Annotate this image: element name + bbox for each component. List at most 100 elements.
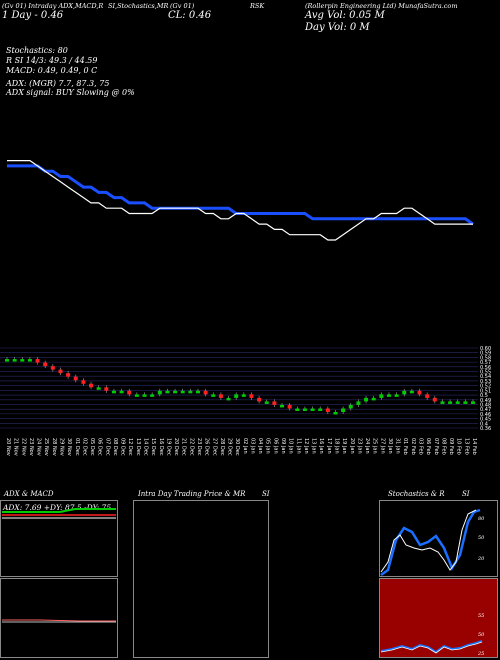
price-tick-label: 0.55 <box>480 370 491 376</box>
candle <box>432 397 437 402</box>
candle-layer <box>5 357 475 415</box>
date-tick-label: 30 Jan <box>387 438 393 454</box>
header-symbol: RSK <box>250 2 265 10</box>
candle <box>27 359 32 362</box>
candle <box>295 408 300 411</box>
price-tick-label: 0.57 <box>480 360 491 366</box>
date-tick-label: 15 Dec <box>150 438 156 456</box>
price-tick-label: 0.47 <box>480 407 491 413</box>
candle <box>165 390 170 394</box>
day-change: 1 Day - 0.46 <box>2 10 64 21</box>
candle <box>35 359 40 363</box>
rsi-readout: R SI 14/3: 49.3 / 44.59 <box>6 56 98 65</box>
date-tick-label: 21 Nov <box>13 438 19 456</box>
price-tick-label: 0.49 <box>480 398 491 404</box>
price-tick-label: 0.48 <box>480 402 491 408</box>
date-tick-label: 26 Dec <box>204 438 210 456</box>
header-company: (Rollerpin Engineering Ltd) MunafaSutra.… <box>305 2 458 10</box>
date-tick-label: 19 Jan <box>341 438 347 454</box>
date-tick-label: 12 Dec <box>127 438 133 456</box>
candle <box>386 394 391 397</box>
price-line <box>7 160 473 241</box>
price-axis-labels: 0.600.590.580.570.560.550.540.530.520.51… <box>480 346 491 432</box>
day-volume: Day Vol: 0 M <box>305 22 370 33</box>
date-tick-label: 10 Jan <box>288 438 294 454</box>
candle <box>211 394 216 397</box>
candle <box>463 401 468 404</box>
candle <box>134 394 139 397</box>
moving-average-line <box>7 164 474 226</box>
adx-panel-readout: ADX: 7.69 +DY: 87.5 -DY: 75 <box>3 503 112 512</box>
close-price: CL: 0.46 <box>168 10 212 21</box>
price-tick-label: 0.52 <box>480 384 491 390</box>
date-tick-label: 02 Jan <box>242 438 248 454</box>
price-chart: 0.600.590.580.570.560.550.540.530.520.51… <box>0 160 491 456</box>
candle <box>234 394 239 398</box>
date-tick-label: 27 Dec <box>211 438 217 456</box>
date-tick-label: 20 Jan <box>349 438 355 454</box>
date-tick-label: 19 Dec <box>165 438 171 456</box>
date-tick-label: 03 Jan <box>249 438 255 454</box>
header-title: (Gv 01) Intraday ADX,MACD,R <box>2 2 104 10</box>
candle <box>127 390 132 395</box>
candle <box>104 387 109 391</box>
candle <box>20 359 25 362</box>
date-tick-label: 22 Nov <box>20 438 26 456</box>
candle <box>66 373 71 377</box>
date-tick-label: 06 Jan <box>272 438 278 454</box>
date-tick-label: 23 Dec <box>196 438 202 456</box>
candle <box>5 359 9 362</box>
rsi-tick-55: 55 <box>478 613 485 619</box>
candle <box>318 408 323 411</box>
candle <box>417 390 422 395</box>
adx-readout: ADX: (MGR) 7.7, 87.3, 75 <box>6 79 110 88</box>
date-tick-label: 07 Feb <box>433 438 439 455</box>
date-tick-label: 13 Jan <box>311 438 317 454</box>
candle <box>302 408 307 411</box>
stoch-tick-50: 50 <box>478 535 485 541</box>
date-tick-label: 06 Dec <box>97 438 103 456</box>
candle <box>348 404 353 409</box>
date-tick-label: 11 Jan <box>295 438 301 454</box>
candle <box>157 390 162 395</box>
date-tick-label: 23 Nov <box>28 438 34 456</box>
candle <box>425 394 430 398</box>
date-tick-label: 10 Feb <box>456 438 462 455</box>
candle <box>402 390 407 395</box>
candle <box>89 383 94 388</box>
candle <box>58 369 63 374</box>
stochastics-panel <box>379 500 498 577</box>
date-tick-label: 25 Jan <box>372 438 378 454</box>
avg-volume: Avg Vol: 0.05 M <box>305 10 385 21</box>
date-tick-label: 17 Jan <box>326 438 332 454</box>
date-tick-label: 16 Dec <box>158 438 164 456</box>
macd-readout: MACD: 0.49, 0.49, 0 C <box>6 66 98 75</box>
candle <box>333 412 338 415</box>
candle <box>249 394 254 398</box>
candle <box>43 362 48 367</box>
candle <box>73 376 78 381</box>
candle <box>371 397 376 401</box>
candle <box>81 380 86 384</box>
candle <box>150 394 155 397</box>
candle <box>257 397 262 402</box>
date-tick-label: 16 Jan <box>318 438 324 454</box>
price-tick-label: 0.5 <box>480 393 488 399</box>
date-tick-label: 14 Feb <box>471 438 477 455</box>
date-tick-label: 03 Feb <box>418 438 424 455</box>
candle <box>356 401 361 405</box>
candle <box>203 390 208 395</box>
date-tick-label: 04 Jan <box>257 438 263 454</box>
date-tick-label: 29 Nov <box>58 438 64 456</box>
candle <box>111 390 116 394</box>
date-tick-label: 09 Dec <box>120 438 126 456</box>
date-tick-label: 05 Jan <box>265 438 271 454</box>
candle <box>379 394 384 398</box>
price-tick-label: 0.59 <box>480 351 491 357</box>
date-tick-label: 30 Nov <box>66 438 72 456</box>
candle <box>180 390 185 394</box>
candle <box>50 366 55 370</box>
price-tick-label: 0.54 <box>480 374 491 380</box>
date-tick-label: 21 Dec <box>181 438 187 456</box>
adx-panel-title: ADX & MACD <box>4 490 54 498</box>
